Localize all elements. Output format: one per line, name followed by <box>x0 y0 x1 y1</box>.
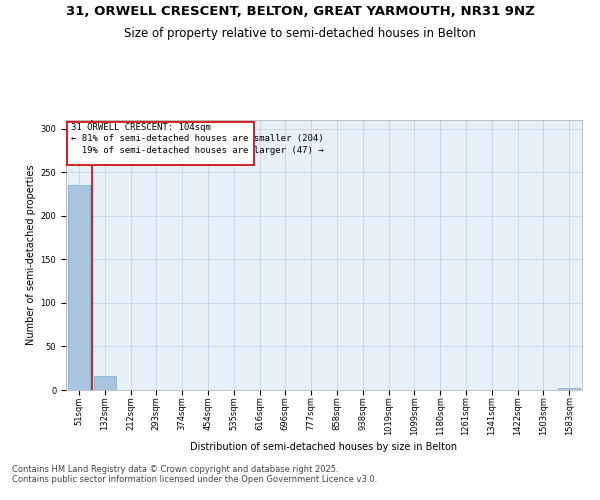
Text: Contains HM Land Registry data © Crown copyright and database right 2025.
Contai: Contains HM Land Registry data © Crown c… <box>12 465 377 484</box>
Bar <box>558 388 580 390</box>
Y-axis label: Number of semi-detached properties: Number of semi-detached properties <box>26 165 36 345</box>
Text: Distribution of semi-detached houses by size in Belton: Distribution of semi-detached houses by … <box>190 442 458 452</box>
Text: 31, ORWELL CRESCENT, BELTON, GREAT YARMOUTH, NR31 9NZ: 31, ORWELL CRESCENT, BELTON, GREAT YARMO… <box>65 5 535 18</box>
Text: Size of property relative to semi-detached houses in Belton: Size of property relative to semi-detach… <box>124 28 476 40</box>
Text: 31 ORWELL CRESCENT: 104sqm
← 81% of semi-detached houses are smaller (204)
  19%: 31 ORWELL CRESCENT: 104sqm ← 81% of semi… <box>71 122 324 155</box>
Bar <box>94 376 116 390</box>
Bar <box>68 186 90 390</box>
FancyBboxPatch shape <box>67 122 254 166</box>
